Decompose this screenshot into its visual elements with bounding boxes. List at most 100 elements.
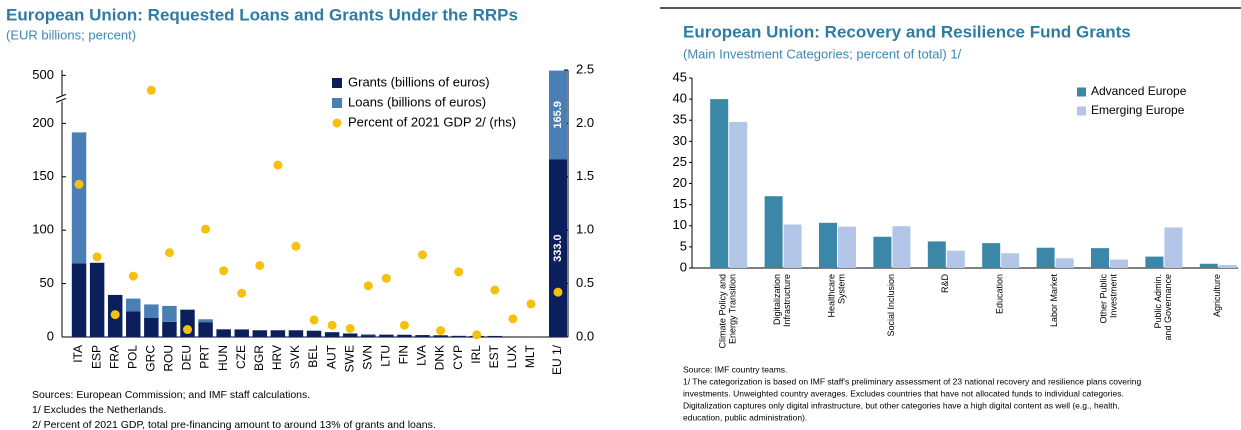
x-tick-label: Social Inclusion — [886, 274, 896, 337]
chart-subtitle: (Main Investment Categories; percent of … — [683, 46, 962, 61]
x-tick-label: EU 1/ — [550, 344, 564, 375]
y-tick-label: 0 — [680, 259, 687, 274]
x-tick-label: LTU — [379, 345, 393, 367]
percent-dot — [436, 326, 446, 336]
percent-dot — [526, 299, 536, 309]
legend-label: Advanced Europe — [1091, 84, 1187, 98]
percent-dot — [381, 273, 391, 283]
percent-dot — [345, 323, 355, 333]
footnote: 1/ The categorization is based on IMF st… — [683, 376, 1141, 386]
percent-dot — [553, 287, 563, 297]
bar-segment — [415, 335, 430, 337]
bar-segment — [126, 298, 141, 312]
percent-dot — [201, 224, 211, 234]
bar — [927, 241, 946, 268]
y-tick-label: 0 — [47, 328, 54, 343]
percent-dot — [291, 241, 301, 251]
percent-dot — [472, 330, 482, 340]
legend-swatch — [1077, 106, 1086, 116]
y2-tick-label: 2.5 — [576, 61, 594, 76]
percent-dot — [74, 179, 84, 189]
y-tick-label: 35 — [673, 112, 687, 127]
x-tick-label: EST — [487, 344, 501, 368]
bar-segment — [71, 263, 87, 337]
x-tick-label: SWE — [342, 345, 356, 372]
x-tick-label: Digitalization — [772, 274, 782, 325]
bar — [873, 236, 892, 268]
legend-swatch — [332, 78, 342, 88]
x-tick-label: and Governance — [1163, 274, 1173, 341]
percent-dot — [363, 281, 373, 291]
y2-tick-label: 2.0 — [576, 115, 594, 130]
x-tick-label: LVA — [415, 345, 429, 366]
y-tick-label: 10 — [673, 217, 687, 232]
bar — [1055, 258, 1074, 268]
bar-value-label: 333.0 — [552, 234, 564, 262]
x-tick-label: AUT — [324, 344, 338, 369]
x-tick-label: BEL — [306, 345, 320, 368]
percent-dot — [508, 314, 518, 324]
bar-segment — [306, 330, 322, 337]
percent-dot — [219, 266, 229, 276]
x-tick-label: SVN — [360, 345, 374, 370]
bar-segment — [487, 335, 503, 337]
percent-dot — [309, 315, 319, 325]
percent-dot — [255, 260, 265, 270]
y-tick-label: 40 — [673, 91, 687, 106]
axis-break — [55, 97, 67, 103]
y-tick-label: 20 — [673, 175, 687, 190]
y-tick-label: 500 — [32, 67, 54, 82]
x-tick-label: Other Public — [1098, 274, 1108, 324]
x-tick-label: Investment — [1108, 274, 1118, 319]
bar — [764, 196, 783, 268]
x-tick-label: Climate Policy and — [718, 274, 728, 349]
x-tick-label: DEU — [180, 345, 194, 370]
percent-dot — [237, 288, 247, 298]
x-tick-label: FRA — [107, 345, 121, 369]
legend-label: Percent of 2021 GDP 2/ (rhs) — [348, 114, 516, 129]
bar-value-label: 165.9 — [552, 101, 564, 129]
axis-break — [55, 93, 67, 99]
x-tick-label: DNK — [433, 345, 447, 370]
y2-tick-label: 1.0 — [576, 222, 594, 237]
bar — [1091, 248, 1109, 268]
x-tick-label: R&D — [940, 274, 950, 294]
x-tick-label: CZE — [234, 345, 248, 369]
bar-segment — [397, 334, 412, 337]
percent-dot — [418, 250, 427, 260]
bar-segment — [549, 159, 567, 337]
x-tick-label: Healthcare — [826, 274, 836, 318]
bar — [1199, 263, 1218, 268]
bar-segment — [342, 333, 358, 337]
y2-tick-label: 0.0 — [576, 328, 594, 343]
bar-segment — [451, 335, 466, 337]
bar — [946, 250, 965, 268]
y2-tick-label: 0.5 — [576, 275, 594, 290]
bar-segment — [89, 262, 105, 337]
x-tick-label: SVK — [288, 345, 302, 369]
x-tick-label: Infrastructure — [782, 274, 792, 327]
x-tick-label: HRV — [270, 345, 284, 370]
y-tick-label: 45 — [673, 69, 687, 84]
x-tick-label: BGR — [252, 345, 266, 371]
percent-dot — [146, 85, 156, 95]
x-tick-label: ROU — [162, 345, 176, 372]
y-tick-label: 200 — [32, 115, 54, 130]
bar — [1164, 227, 1183, 268]
y-tick-label: 30 — [673, 133, 687, 148]
footnote: Sources: European Commission; and IMF st… — [32, 389, 310, 401]
percent-dot — [273, 160, 283, 170]
bar — [819, 222, 837, 268]
bar — [982, 243, 1001, 268]
percent-dot — [164, 248, 174, 258]
bar-segment — [198, 319, 213, 323]
footnote: 2/ Percent of 2021 GDP, total pre-financ… — [32, 419, 436, 430]
footnote: 1/ Excludes the Netherlands. — [32, 404, 166, 416]
bar — [1036, 247, 1055, 268]
bar — [1145, 256, 1164, 268]
chart-subtitle: (EUR billions; percent) — [6, 27, 136, 42]
footnote: Digitalization captures only digital inf… — [683, 400, 1120, 410]
bar — [838, 226, 856, 268]
bar-segment — [71, 132, 87, 264]
bar-segment — [144, 317, 159, 337]
